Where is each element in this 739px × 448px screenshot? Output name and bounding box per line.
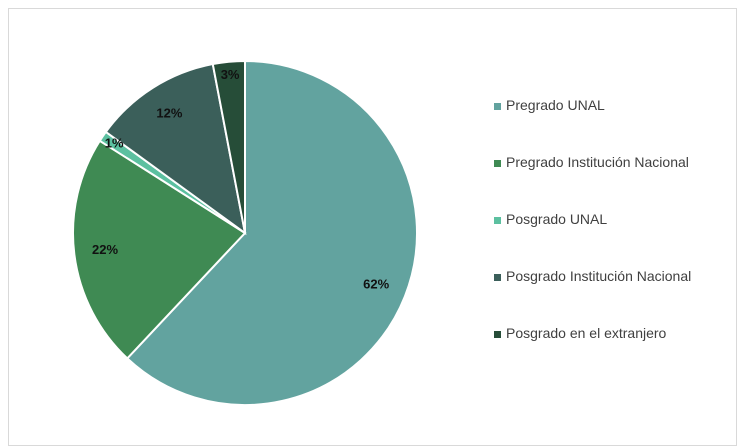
legend-label: Pregrado Institución Nacional [506,154,689,170]
legend-swatch [494,274,501,281]
legend-label: Posgrado Institución Nacional [506,268,692,284]
legend-item: Posgrado Institución Nacional [494,268,732,325]
legend-item: Pregrado UNAL [494,97,732,154]
legend-swatch [494,103,501,110]
legend-swatch [494,331,501,338]
chart-frame [8,8,737,446]
pie-slice [72,139,247,360]
legend-label: Posgrado en el extranjero [506,325,667,341]
legend-item: Pregrado Institución Nacional [494,154,732,211]
legend-item: Posgrado UNAL [494,211,732,268]
legend-swatch [494,217,501,224]
legend-swatch [494,160,501,167]
data-label: 1% [105,135,124,150]
legend-label: Posgrado UNAL [506,211,608,227]
legend-label: Pregrado UNAL [506,97,605,113]
pie-slice [125,59,418,406]
data-label: 22% [92,242,118,257]
legend-item: Posgrado en el extranjero [494,325,732,382]
legend: Pregrado UNAL Pregrado Institución Nacion… [494,97,732,382]
pie-slice [104,62,247,236]
data-label: 12% [156,105,182,120]
data-label: 62% [363,276,389,291]
pie-slice [211,59,246,234]
data-label: 3% [221,67,240,82]
